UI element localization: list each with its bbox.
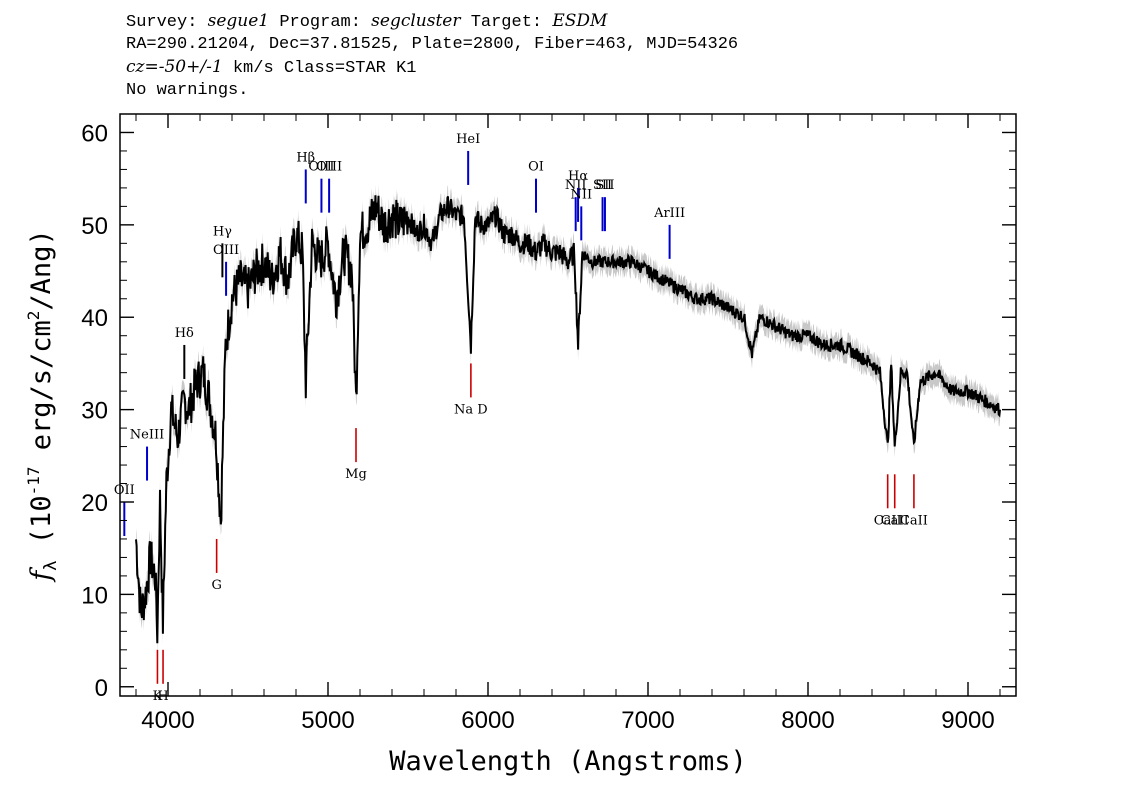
y-tick-label: 30 xyxy=(81,398,108,425)
emission-line-marker: ArIII xyxy=(653,206,685,259)
line-label: OI xyxy=(528,160,544,175)
emission-line-marker: HeI xyxy=(456,132,480,185)
line-label: SII xyxy=(593,178,612,193)
y-tick-label: 10 xyxy=(81,582,108,609)
line-label: NII xyxy=(570,187,592,202)
x-tick-label: 9000 xyxy=(941,707,994,734)
line-label: Hγ xyxy=(213,224,232,239)
emission-line-marker: Hγ xyxy=(213,224,232,278)
y-tick-label: 40 xyxy=(81,305,108,332)
target-value: ESDM xyxy=(552,11,608,31)
header-line-1: Survey: segue1 Program: segcluster Targe… xyxy=(126,10,738,34)
line-label: G xyxy=(211,578,221,593)
x-axis-label: Wavelength (Angstroms) xyxy=(389,746,747,777)
line-label: CaII xyxy=(874,513,902,528)
line-label: ArIII xyxy=(653,206,685,221)
header-line-2: RA=290.21204, Dec=37.81525, Plate=2800, … xyxy=(126,35,739,54)
line-label: OIII xyxy=(316,160,342,175)
line-label: Hδ xyxy=(175,326,194,341)
line-label: SII xyxy=(595,178,614,193)
line-label: CaII xyxy=(900,513,928,528)
emission-line-marker: Hδ xyxy=(175,326,194,379)
line-label: Hα xyxy=(568,169,588,184)
x-tick-label: 6000 xyxy=(461,707,514,734)
axis-ticks: 4000 5000 6000 7000 8000 9000 0 10 20 30 40 50 60 xyxy=(81,114,1016,734)
x-tick-label: 4000 xyxy=(141,707,194,734)
y-axis-label: fλ (10-17 erg/s/cm2/Ang) xyxy=(24,229,61,582)
line-label: HeI xyxy=(456,132,480,147)
emission-line-marker: OIII xyxy=(213,243,239,296)
line-label: NII xyxy=(565,178,587,193)
absorption-line-marker: CaII xyxy=(900,474,928,528)
emission-line-marker: SII xyxy=(595,178,615,232)
y-tick-label: 20 xyxy=(81,490,108,517)
emission-line-marker: OII xyxy=(114,483,135,536)
line-label: Na D xyxy=(454,402,488,417)
line-label: OIII xyxy=(308,160,334,175)
absorption-line-marker: G xyxy=(211,538,222,593)
line-label: Hβ xyxy=(296,150,315,165)
header-line-4: No warnings. xyxy=(126,81,249,100)
survey-value: segue1 xyxy=(207,11,270,31)
error-band xyxy=(136,184,1000,655)
class-text: km/s Class=STAR K1 xyxy=(222,59,417,78)
emission-line-marker: OI xyxy=(528,160,544,213)
spectrum-line xyxy=(135,195,1001,644)
absorption-line-marker: Na D xyxy=(454,363,488,417)
spectrum-header: Survey: segue1 Program: segcluster Targe… xyxy=(126,10,738,102)
line-label: OII xyxy=(114,483,135,498)
line-label: NeIII xyxy=(130,428,164,443)
target-label: Target: xyxy=(470,13,543,32)
survey-label: Survey: xyxy=(126,13,198,32)
x-tick-label: 8000 xyxy=(781,707,834,734)
header-line-3: cz=-50+/-1 km/s Class=STAR K1 xyxy=(126,56,738,80)
error-band-area xyxy=(136,184,1000,655)
line-label: Mg xyxy=(345,467,367,482)
emission-line-marker: NII xyxy=(570,187,592,241)
absorption-line-marker: CaII xyxy=(874,474,902,528)
program-value: segcluster xyxy=(371,11,461,31)
cz-label: cz= xyxy=(126,57,159,77)
y-tick-label: 0 xyxy=(95,675,108,702)
absorption-line-marker: CaII xyxy=(881,474,909,528)
emission-line-marker: Hα xyxy=(568,169,588,222)
absorption-line-marker: Mg xyxy=(345,428,367,482)
emission-line-marker: OIII xyxy=(316,160,342,213)
y-tick-label: 50 xyxy=(81,213,108,240)
emission-line-marker: SII xyxy=(593,178,612,232)
emission-line-marker: Hβ xyxy=(296,150,315,204)
x-tick-label: 5000 xyxy=(301,707,354,734)
emission-line-marker: NII xyxy=(565,178,587,232)
y-tick-label: 60 xyxy=(81,120,108,147)
spectral-line-markers: OIINeIIIHδHγOIIIHβOIIIOIIIHeIOINIIHαNIIS… xyxy=(114,132,928,704)
plot-frame xyxy=(119,113,1017,697)
line-label: OIII xyxy=(213,243,239,258)
spectrum-series xyxy=(135,195,1001,644)
line-label: CaII xyxy=(881,513,909,528)
program-label: Program: xyxy=(279,13,361,32)
emission-line-marker: NeIII xyxy=(130,428,164,481)
cz-value: -50+/-1 xyxy=(158,57,223,77)
x-tick-label: 7000 xyxy=(621,707,674,734)
emission-line-marker: OIII xyxy=(308,160,334,213)
